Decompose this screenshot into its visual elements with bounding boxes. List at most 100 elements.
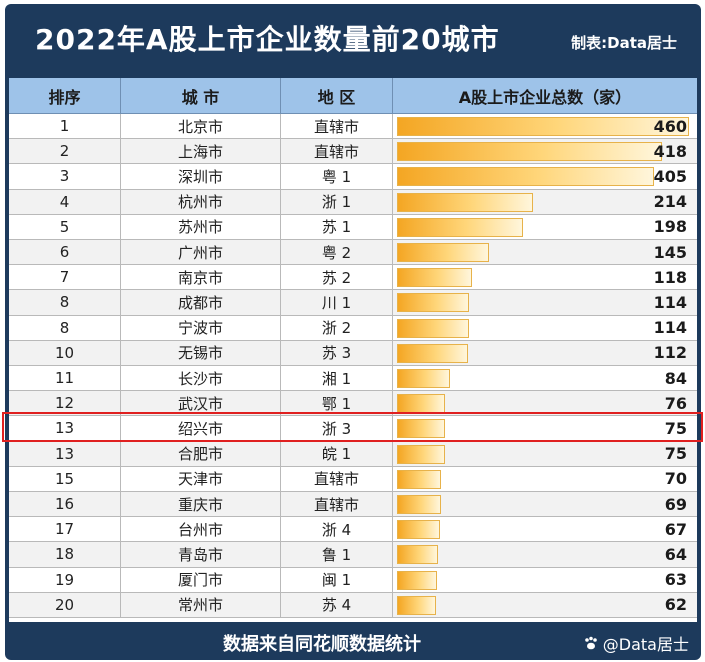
page-title: 2022年A股上市企业数量前20城市 [35,23,500,56]
rank-cell: 1 [9,114,121,140]
data-bar [397,167,655,187]
data-bar [397,293,470,313]
data-label: 114 [653,292,687,312]
city-cell: 合肥市 [121,441,281,467]
table-row: 5 苏州市苏 1 198 [9,214,697,240]
city-cell: 宁波市 [121,315,281,341]
data-label: 67 [664,519,687,539]
data-bar [397,192,533,212]
ranking-table: 排序 城 市 地 区 A股上市企业总数（家） 1 北京市 直辖市 460 2 上海市 直辖市… [9,78,697,622]
city-cell: 青岛市 [121,542,281,568]
data-label: 62 [664,595,687,615]
paw-icon [584,636,597,650]
table-row: 6 广州市粤 2 145 [9,240,697,266]
bar-cell: 84 [393,366,697,392]
column-header-count: A股上市企业总数（家） [393,78,697,114]
bar-cell: 63 [393,568,697,593]
data-label: 75 [664,418,687,438]
table-card: 2022年A股上市企业数量前20城市 制表:Data居士 排序 城 市 地 区 … [5,4,701,660]
table-row: 13 合肥市皖 1 75 [9,441,697,467]
bar-cell: 69 [393,492,697,518]
region-cell: 浙 1 [281,189,393,215]
region-cell: 苏 2 [281,265,393,291]
city-cell: 台州市 [121,517,281,543]
city-cell: 武汉市 [121,391,281,417]
data-label: 460 [653,116,687,136]
city-cell: 苏州市 [121,214,281,240]
region-cell: 鲁 1 [281,542,393,568]
region-cell: 皖 1 [281,441,393,467]
city-cell: 北京市 [121,114,281,140]
table-row: 8 宁波市浙 2 114 [9,315,697,341]
rank-cell: 18 [9,542,121,568]
bar-cell: 418 [393,139,697,165]
data-bar [397,318,470,338]
data-bar [397,369,451,388]
data-label: 75 [664,444,687,464]
region-cell: 湘 1 [281,366,393,392]
bar-cell: 214 [393,190,697,215]
data-bar [397,419,445,439]
data-label: 112 [653,343,687,363]
data-label: 198 [653,217,687,237]
data-label: 76 [664,393,687,413]
bar-cell: 112 [393,341,697,366]
bar-cell: 145 [393,240,697,266]
bar-cell: 114 [393,290,697,316]
region-cell: 粤 1 [281,164,393,190]
table-row: 18 青岛市鲁 1 64 [9,542,697,568]
city-cell: 天津市 [121,466,281,492]
city-cell: 上海市 [121,139,281,165]
data-bar [397,343,469,363]
bar-cell: 198 [393,215,697,240]
bar-cell: 76 [393,391,697,417]
rank-cell: 2 [9,139,121,165]
data-bar [397,394,446,414]
column-header-city: 城 市 [121,78,281,114]
city-cell: 广州市 [121,240,281,266]
data-label: 405 [653,166,687,186]
data-bar [397,570,437,590]
region-cell: 直辖市 [281,492,393,518]
data-label: 114 [653,318,687,338]
highlight-box [2,412,703,442]
bar-cell: 114 [393,316,697,341]
data-label: 70 [664,469,687,489]
footer-bar: 数据来自同花顺数据统计 @Data居士 [5,622,701,660]
rank-cell: 15 [9,466,121,492]
rank-cell: 3 [9,164,121,190]
title-bar: 2022年A股上市企业数量前20城市 制表:Data居士 [5,4,701,74]
table-row: 7 南京市苏 2 118 [9,265,697,291]
data-label: 145 [653,242,687,262]
region-cell: 苏 1 [281,214,393,240]
data-label: 418 [653,141,687,161]
data-bar [397,142,663,162]
city-cell: 无锡市 [121,340,281,366]
bar-cell: 64 [393,542,697,568]
data-label: 214 [653,192,687,212]
rank-cell: 4 [9,189,121,215]
data-bar [397,243,490,262]
rank-cell: 8 [9,315,121,341]
table-row: 13 绍兴市浙 3 75 [9,416,697,442]
region-cell: 直辖市 [281,114,393,140]
region-cell: 浙 4 [281,517,393,543]
table-row: 17 台州市浙 4 67 [9,517,697,543]
data-source: 数据来自同花顺数据统计 [223,634,421,655]
data-label: 63 [664,570,687,590]
bar-cell: 62 [393,593,697,618]
table-row: 1 北京市 直辖市 460 [9,114,697,140]
region-cell: 苏 3 [281,340,393,366]
table-row: 2 上海市 直辖市 418 [9,139,697,165]
data-bar [397,217,523,237]
data-label: 118 [653,267,687,287]
rank-cell: 17 [9,517,121,543]
bar-cell: 67 [393,517,697,543]
column-header-rank: 排序 [9,78,121,114]
region-cell: 鄂 1 [281,391,393,417]
bar-cell: 75 [393,442,697,467]
table-row: 16 重庆市 直辖市 69 [9,492,697,518]
bar-cell: 460 [393,114,697,140]
rank-cell: 6 [9,240,121,266]
table-row: 3 深圳市粤 1 405 [9,164,697,190]
